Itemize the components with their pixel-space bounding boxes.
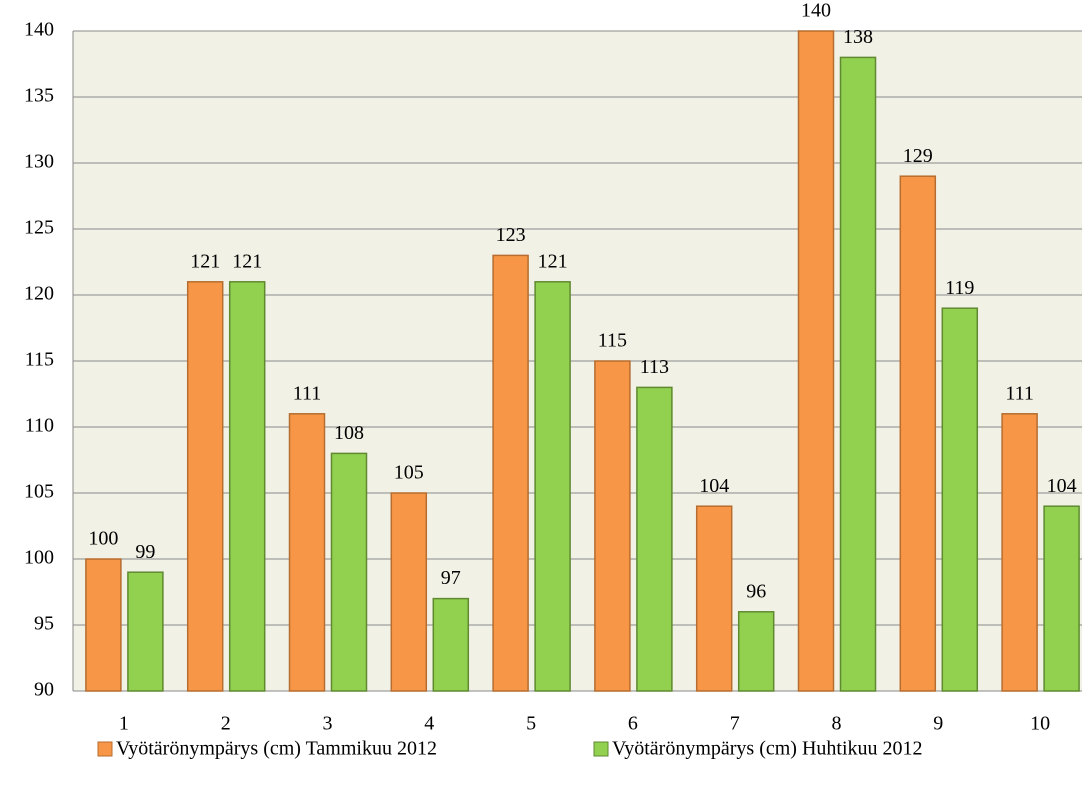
value-label: 99: [135, 541, 155, 563]
value-label: 129: [903, 145, 933, 167]
bar: [390, 492, 428, 692]
bar: [839, 56, 877, 692]
bar: [127, 571, 164, 692]
x-tick-label: 7: [730, 713, 740, 735]
y-tick-label: 120: [24, 283, 54, 305]
x-tick-label: 8: [832, 713, 842, 735]
value-label: 140: [801, 0, 831, 22]
bar: [899, 175, 937, 692]
value-label: 105: [394, 462, 424, 484]
y-tick-label: 135: [24, 85, 54, 107]
y-tick-label: 130: [24, 151, 54, 173]
bar: [186, 281, 224, 692]
bar: [432, 597, 470, 692]
legend-label: Vyötärönympärys (cm) Huhtikuu 2012: [612, 738, 923, 760]
bar: [594, 360, 631, 692]
bar: [1043, 505, 1080, 692]
value-label: 138: [843, 26, 873, 48]
bar: [941, 307, 979, 692]
value-label: 96: [746, 580, 766, 602]
bar: [1001, 413, 1038, 692]
value-label: 104: [1047, 475, 1077, 497]
value-label: 108: [334, 422, 364, 444]
value-label: 100: [88, 528, 118, 550]
value-label: 113: [640, 356, 669, 378]
x-tick-label: 5: [526, 713, 536, 735]
value-label: 121: [232, 250, 262, 272]
y-tick-label: 95: [34, 613, 54, 635]
y-tick-label: 105: [24, 481, 54, 503]
bar: [695, 505, 733, 692]
x-tick-label: 9: [933, 713, 943, 735]
bar: [330, 452, 368, 692]
value-label: 104: [699, 475, 729, 497]
y-tick-label: 100: [24, 547, 54, 569]
bar: [797, 30, 835, 692]
value-label: 121: [190, 250, 220, 272]
value-label: 123: [496, 224, 526, 246]
bar: [85, 558, 122, 692]
x-tick-label: 6: [628, 713, 638, 735]
y-tick-label: 140: [24, 19, 54, 41]
value-label: 115: [598, 330, 627, 352]
x-tick-label: 3: [323, 713, 333, 735]
x-tick-label: 10: [1030, 713, 1050, 735]
value-label: 111: [1005, 382, 1034, 404]
bar: [492, 254, 529, 692]
value-label: 119: [945, 277, 974, 299]
bar: [636, 386, 673, 692]
bar: [737, 611, 775, 692]
y-tick-label: 90: [34, 679, 54, 701]
bar: [534, 281, 571, 692]
bar: [288, 413, 326, 692]
bar: [228, 281, 266, 692]
y-tick-label: 125: [24, 217, 54, 239]
legend-swatch: [97, 741, 113, 757]
x-tick-label: 1: [119, 713, 129, 735]
x-tick-label: 2: [221, 713, 231, 735]
value-label: 121: [538, 250, 568, 272]
y-tick-label: 115: [25, 349, 54, 371]
legend-swatch: [593, 741, 609, 757]
value-label: 111: [293, 382, 322, 404]
y-tick-label: 110: [25, 415, 54, 437]
value-label: 97: [441, 567, 461, 589]
legend-label: Vyötärönympärys (cm) Tammikuu 2012: [116, 738, 437, 760]
x-tick-label: 4: [424, 713, 434, 735]
